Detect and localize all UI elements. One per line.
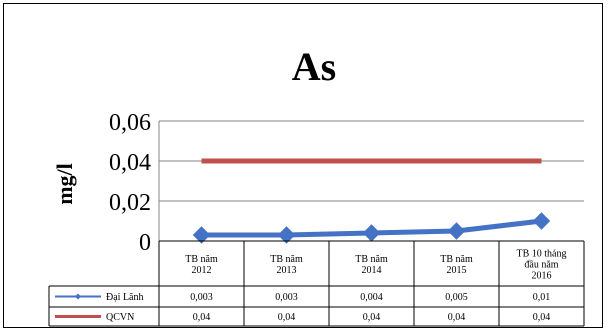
data-value-qcvn: 0,04 <box>278 312 296 323</box>
data-value-dai-lanh: 0,003 <box>275 292 298 303</box>
category-label: TB năm <box>355 254 388 265</box>
category-label: đầu năm <box>524 260 558 271</box>
category-label: TB năm <box>270 254 303 265</box>
y-tick-label: 0,02 <box>109 190 151 216</box>
data-value-qcvn: 0,04 <box>193 312 211 323</box>
y-tick-label: 0 <box>139 230 151 256</box>
data-value-dai-lanh: 0,004 <box>360 292 383 303</box>
data-value-qcvn: 0,04 <box>363 312 381 323</box>
y-axis-label: mg/l <box>52 163 77 205</box>
category-label: TB năm <box>440 254 473 265</box>
data-point-dai-lanh <box>532 212 551 230</box>
category-label: 2014 <box>362 265 382 276</box>
series-layer <box>192 158 551 244</box>
data-point-dai-lanh <box>192 226 211 244</box>
category-label: 2016 <box>532 271 552 282</box>
data-point-dai-lanh <box>447 222 466 240</box>
legend-label-qcvn: QCVN <box>106 312 134 323</box>
data-value-dai-lanh: 0,01 <box>533 292 551 303</box>
data-point-dai-lanh <box>277 226 296 244</box>
y-tick-label: 0,06 <box>109 110 151 136</box>
legend-label-dai-lanh: Đại Lãnh <box>106 292 144 303</box>
chart-title: As <box>292 44 336 89</box>
y-tick-label: 0,04 <box>109 150 151 176</box>
data-point-dai-lanh <box>362 224 381 242</box>
category-label: 2015 <box>447 265 467 276</box>
chart-frame: As mg/l 0 0,02 0,04 0,06 TB năm 2012 TB năm 20… <box>3 3 603 328</box>
data-value-qcvn: 0,04 <box>448 312 466 323</box>
category-label: TB năm <box>185 254 218 265</box>
y-tick-labels: 0 0,02 0,04 0,06 <box>109 110 151 256</box>
data-value-dai-lanh: 0,005 <box>445 292 468 303</box>
category-label: 2013 <box>277 265 297 276</box>
legend-marker-dai-lanh <box>75 293 81 300</box>
category-label: TB 10 tháng <box>517 249 567 260</box>
data-value-qcvn: 0,04 <box>533 312 551 323</box>
category-label: 2012 <box>192 265 212 276</box>
data-value-dai-lanh: 0,003 <box>190 292 213 303</box>
